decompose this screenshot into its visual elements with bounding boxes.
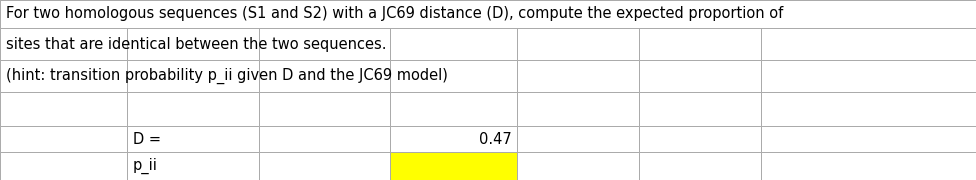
Bar xyxy=(517,152,639,180)
Bar xyxy=(390,92,517,126)
Bar xyxy=(517,126,639,152)
Bar xyxy=(259,92,390,126)
Bar xyxy=(390,126,517,152)
Bar xyxy=(761,0,976,28)
Bar xyxy=(0,126,127,152)
Bar xyxy=(127,60,259,92)
Bar xyxy=(259,60,390,92)
Bar xyxy=(761,60,976,92)
Bar xyxy=(127,126,259,152)
Bar xyxy=(127,0,259,28)
Bar xyxy=(390,28,517,60)
Bar xyxy=(639,92,761,126)
Bar xyxy=(639,60,761,92)
Bar xyxy=(390,152,517,180)
Text: sites that are identical between the two sequences.: sites that are identical between the two… xyxy=(6,37,386,52)
Text: p_ii: p_ii xyxy=(133,158,157,174)
Bar xyxy=(517,92,639,126)
Bar xyxy=(761,152,976,180)
Bar xyxy=(259,152,390,180)
Bar xyxy=(127,92,259,126)
Bar xyxy=(259,28,390,60)
Bar xyxy=(390,60,517,92)
Bar xyxy=(517,0,639,28)
Text: 0.47: 0.47 xyxy=(478,132,511,147)
Bar xyxy=(0,0,976,28)
Bar xyxy=(0,0,127,28)
Bar xyxy=(761,126,976,152)
Bar xyxy=(390,0,517,28)
Bar xyxy=(639,28,761,60)
Text: (hint: transition probability p_ii given D and the JC69 model): (hint: transition probability p_ii given… xyxy=(6,68,448,84)
Bar xyxy=(639,152,761,180)
Text: For two homologous sequences (S1 and S2) with a JC69 distance (D), compute the e: For two homologous sequences (S1 and S2)… xyxy=(6,6,783,21)
Bar xyxy=(639,0,761,28)
Bar xyxy=(259,0,390,28)
Bar xyxy=(0,60,127,92)
Bar xyxy=(0,152,127,180)
Bar xyxy=(761,92,976,126)
Bar xyxy=(517,60,639,92)
Bar xyxy=(259,126,390,152)
Bar xyxy=(0,92,127,126)
Bar xyxy=(761,28,976,60)
Text: D =: D = xyxy=(133,132,161,147)
Bar xyxy=(639,126,761,152)
Bar xyxy=(127,28,259,60)
Bar xyxy=(517,28,639,60)
Bar xyxy=(0,28,127,60)
Bar xyxy=(127,152,259,180)
